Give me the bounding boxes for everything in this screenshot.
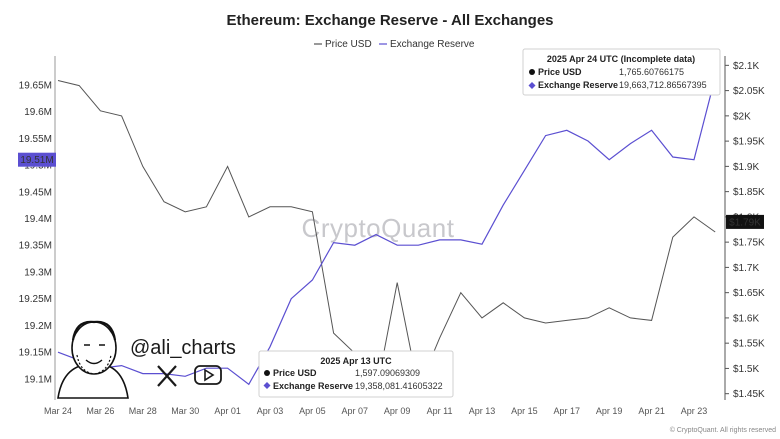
right-tick-label: $1.55K xyxy=(733,339,765,350)
tooltip-top-reserve-label: Exchange Reserve xyxy=(538,80,618,90)
tooltip-bottom-price-value: 1,597.09069309 xyxy=(355,368,420,378)
tooltip-bottom-title: 2025 Apr 13 UTC xyxy=(320,356,392,366)
right-marker-box xyxy=(726,214,764,229)
author-avatar xyxy=(57,320,129,399)
right-current-marker: $1.79K xyxy=(726,214,764,229)
x-tick-label: Apr 15 xyxy=(511,406,538,416)
youtube-play-icon xyxy=(204,368,215,382)
tooltip-top-price-value: 1,765.60766175 xyxy=(619,67,684,77)
x-tick-label: Mar 28 xyxy=(129,406,157,416)
left-tick-label: 19.65M xyxy=(19,80,52,91)
x-tick-label: Apr 05 xyxy=(299,406,326,416)
left-tick-label: 19.6M xyxy=(24,107,52,118)
tooltip-bottom-reserve-value: 19,358,081.41605322 xyxy=(355,381,443,391)
left-tick-label: 19.1M xyxy=(24,374,52,385)
right-tick-label: $1.95K xyxy=(733,137,765,148)
x-social-icon[interactable] xyxy=(157,365,177,387)
avatar-hair xyxy=(71,320,117,341)
x-tick-label: Apr 21 xyxy=(638,406,665,416)
right-tick-label: $1.7K xyxy=(733,263,759,274)
left-marker-label: 19.51M xyxy=(20,155,53,166)
legend-item-reserve[interactable]: Exchange Reserve xyxy=(390,39,475,50)
author-handle: @ali_charts xyxy=(130,337,236,359)
left-tick-label: 19.15M xyxy=(19,348,52,359)
x-tick-label: Mar 24 xyxy=(44,406,72,416)
copyright-footer: © CryptoQuant. All rights reserved xyxy=(670,426,776,434)
left-tick-label: 19.2M xyxy=(24,321,52,332)
left-current-marker: 19.51M xyxy=(18,152,56,167)
right-tick-label: $1.75K xyxy=(733,238,765,249)
avatar-head xyxy=(71,321,117,375)
left-tick-label: 19.3M xyxy=(24,267,52,278)
x-tick-label: Apr 19 xyxy=(596,406,623,416)
right-tick-label: $1.6K xyxy=(733,313,759,324)
legend-item-price[interactable]: Price USD xyxy=(325,39,372,50)
right-tick-label: $1.9K xyxy=(733,162,759,173)
right-tick-label: $1.85K xyxy=(733,187,765,198)
left-axis-ticks: 19.65M19.6M19.55M19.5M19.45M19.4M19.35M1… xyxy=(19,80,52,385)
tooltip-bottom-price-label: Price USD xyxy=(273,368,317,378)
series-line-price xyxy=(57,80,716,396)
left-tick-label: 19.45M xyxy=(19,187,52,198)
tooltip-bottom-price-dot xyxy=(264,370,270,376)
tooltip-top-title: 2025 Apr 24 UTC (Incomplete data) xyxy=(547,54,695,64)
tooltip-bottom-box xyxy=(258,350,454,398)
left-tick-label: 19.4M xyxy=(24,214,52,225)
youtube-icon[interactable] xyxy=(194,365,222,385)
tooltip-bottom-reserve-diamond xyxy=(263,382,271,389)
right-marker-label: $1.79K xyxy=(729,217,761,228)
x-tick-label: Apr 09 xyxy=(384,406,411,416)
left-marker-box xyxy=(18,152,56,167)
tooltip-top-reserve-value: 19,663,712.86567395 xyxy=(619,80,707,90)
x-tick-label: Apr 03 xyxy=(257,406,284,416)
x-tick-label: Apr 11 xyxy=(427,406,453,416)
x-tick-label: Apr 13 xyxy=(469,406,496,416)
right-tick-label: $2.1K xyxy=(733,61,759,72)
x-tick-label: Mar 30 xyxy=(171,406,199,416)
x-tick-label: Mar 26 xyxy=(86,406,114,416)
legend: Price USD Exchange Reserve xyxy=(314,39,475,50)
x-axis-ticks: Mar 24 Mar 26 Mar 28 Mar 30 Apr 01 Apr 03 Apr … xyxy=(44,406,707,416)
tooltip-bottom-reserve-label: Exchange Reserve xyxy=(273,381,353,391)
right-tick-label: $1.5K xyxy=(733,364,759,375)
tooltip-top-price-label: Price USD xyxy=(538,67,582,77)
left-tick-label: 19.25M xyxy=(19,294,52,305)
tooltip-bottom: 2025 Apr 13 UTC Price USD 1,597.09069309… xyxy=(258,350,454,398)
tooltip-top-reserve-diamond xyxy=(528,82,536,89)
tooltip-top-box xyxy=(522,48,721,96)
right-tick-label: $2.05K xyxy=(733,86,765,97)
right-axis-ticks: $2.1K$2.05K$2K$1.95K$1.9K$1.85K$1.8K$1.7… xyxy=(725,61,765,400)
x-tick-label: Apr 23 xyxy=(681,406,708,416)
avatar-beard xyxy=(76,354,112,375)
x-tick-label: Apr 17 xyxy=(554,406,581,416)
right-tick-label: $1.65K xyxy=(733,288,765,299)
right-tick-label: $2K xyxy=(733,111,751,122)
left-tick-label: 19.55M xyxy=(19,134,52,145)
tooltip-top-price-dot xyxy=(529,69,535,75)
watermark: CryptoQuant xyxy=(302,213,455,243)
right-tick-label: $1.45K xyxy=(733,389,765,400)
left-tick-label: 19.35M xyxy=(19,241,52,252)
youtube-frame xyxy=(194,365,222,385)
chart-title: Ethereum: Exchange Reserve - All Exchang… xyxy=(226,12,553,29)
x-tick-label: Apr 07 xyxy=(342,406,369,416)
tooltip-top: 2025 Apr 24 UTC (Incomplete data) Price … xyxy=(522,48,721,96)
avatar-smile xyxy=(85,359,103,365)
x-logo-icon xyxy=(157,365,177,387)
x-tick-label: Apr 01 xyxy=(214,406,241,416)
